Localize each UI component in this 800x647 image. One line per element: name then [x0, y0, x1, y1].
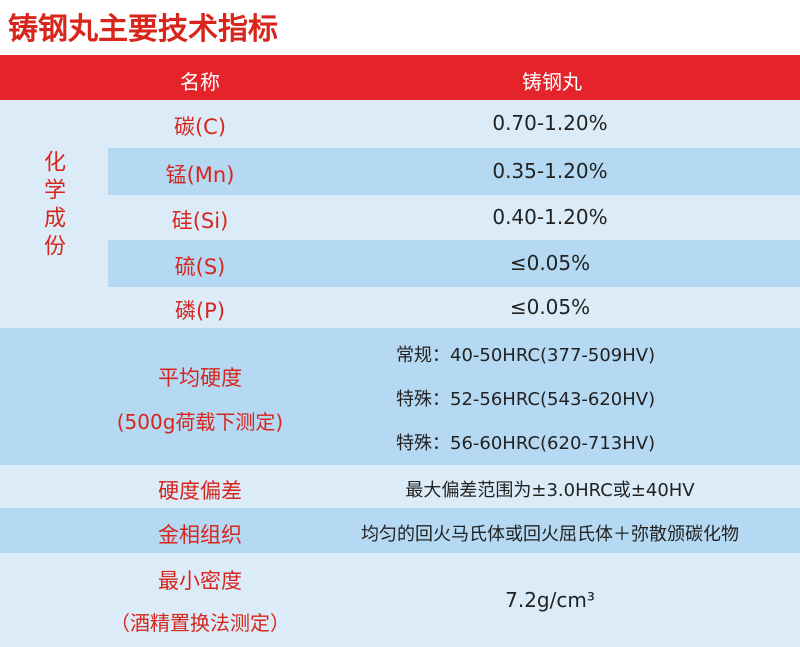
- row-label: 金相组织: [158, 523, 242, 547]
- row-value: 均匀的回火马氏体或回火屈氏体＋弥散颁碳化物: [361, 524, 739, 545]
- row: [0, 465, 800, 508]
- chem-value: ≤0.05%: [509, 250, 591, 275]
- row-value: 最大偏差范围为±3.0HRC或±40HV: [405, 480, 695, 501]
- header-cell: 铸钢丸: [522, 70, 582, 94]
- row-label: 硬度偏差: [158, 479, 242, 503]
- chem-value: 0.35-1.20%: [492, 158, 608, 183]
- header-cell: 名称: [180, 70, 220, 94]
- row: [0, 508, 800, 553]
- chem-row-band: [108, 240, 800, 287]
- chem-row-band: [108, 148, 800, 195]
- chem-block: [0, 100, 800, 328]
- chem-value: 0.40-1.20%: [492, 204, 608, 229]
- chem-name: 锰(Mn): [165, 162, 235, 187]
- hardness-value: 常规：40-50HRC(377-509HV): [396, 345, 656, 366]
- chem-label: 化学成份: [40, 150, 65, 262]
- chem-name: 硫(S): [174, 254, 226, 279]
- hardness-block: [0, 328, 800, 465]
- chem-value: 0.70-1.20%: [492, 111, 608, 135]
- header-bar: [0, 55, 800, 100]
- hardness-value: 特殊：56-60HRC(620-713HV): [396, 433, 656, 454]
- chem-name: 磷(P): [174, 298, 226, 323]
- chem-name: 碳(C): [173, 115, 227, 139]
- hardness-label: 平均硬度: [158, 366, 242, 390]
- hardness-note: (500g荷载下测定): [116, 410, 284, 434]
- hardness-value: 特殊：52-56HRC(543-620HV): [396, 389, 656, 410]
- density-block: [0, 553, 800, 647]
- density-note: （酒精置换法测定）: [110, 611, 290, 635]
- chem-name: 硅(Si): [171, 208, 229, 233]
- chem-value: ≤0.05%: [509, 294, 591, 319]
- title: 铸钢丸主要技术指标: [8, 12, 278, 47]
- density-value: 7.2g/cm³: [505, 588, 595, 612]
- density-label: 最小密度: [158, 569, 242, 593]
